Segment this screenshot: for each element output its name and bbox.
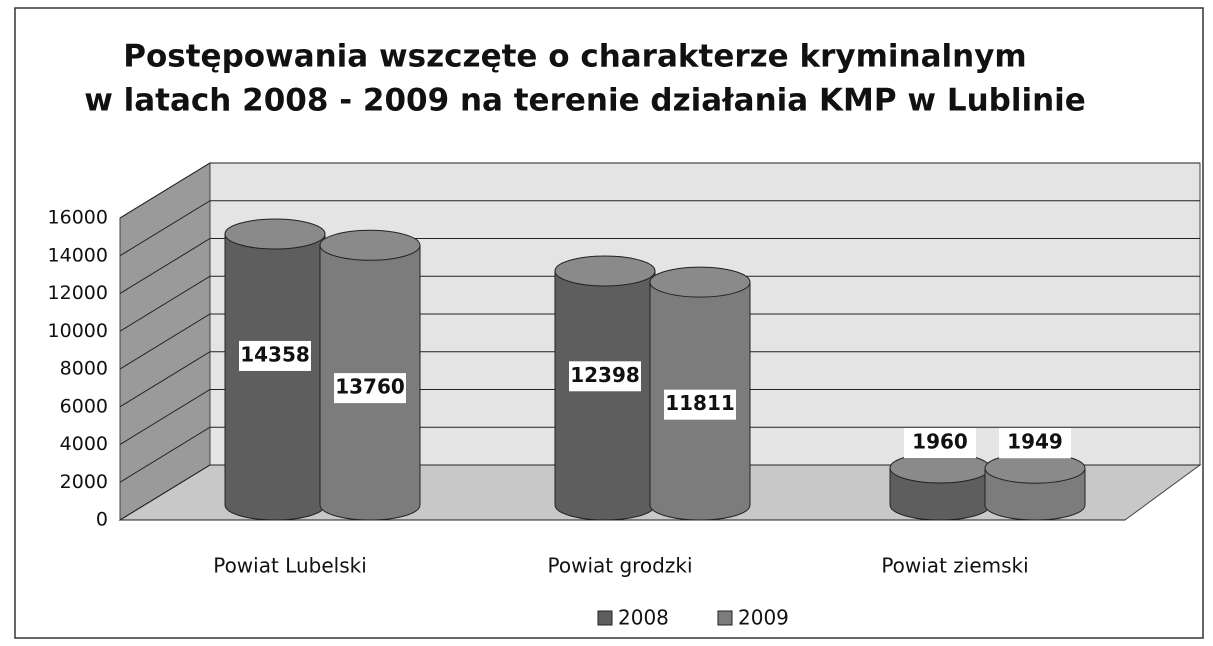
grid-line <box>119 389 1200 445</box>
y-tick-label: 14000 <box>48 244 108 266</box>
grid-line <box>119 162 1200 219</box>
data-label: 1960 <box>912 430 968 454</box>
data-label: 14358 <box>240 342 310 366</box>
y-tick-label: 8000 <box>60 358 108 380</box>
data-label: 1949 <box>1007 430 1063 454</box>
y-tick-label: 4000 <box>60 433 108 455</box>
data-label-box <box>904 428 976 459</box>
data-label-box <box>664 389 736 420</box>
x-tick-label: Powiat ziemski <box>881 554 1028 578</box>
y-tick-label: 0 <box>96 509 108 531</box>
chart-title: w latach 2008 - 2009 na terenie działani… <box>84 83 1086 119</box>
data-label: 12398 <box>570 363 640 387</box>
y-tick-label: 12000 <box>48 282 108 304</box>
cylinder-top <box>649 266 751 298</box>
grid-line <box>119 313 1200 370</box>
y-tick-label: 16000 <box>48 207 108 229</box>
grid-line <box>119 238 1200 294</box>
grid-line <box>119 275 1200 332</box>
grid-line <box>119 200 1200 257</box>
grid-line <box>119 464 1200 521</box>
y-tick-label: 10000 <box>48 320 108 342</box>
cylinder-top <box>554 255 656 287</box>
data-label-box <box>999 428 1071 459</box>
cylinder-top <box>319 229 421 261</box>
cylinder-top <box>224 218 326 250</box>
legend-label: 2009 <box>738 606 789 630</box>
x-tick-label: Powiat grodzki <box>548 554 693 578</box>
y-tick-label: 2000 <box>60 471 108 493</box>
cylinder <box>984 452 1086 521</box>
legend-swatch <box>597 610 613 626</box>
legend-swatch <box>717 610 733 626</box>
x-tick-label: Powiat Lubelski <box>213 554 367 578</box>
chart-title: Postępowania wszczęte o charakterze krym… <box>123 39 1026 75</box>
grid-line <box>119 426 1200 483</box>
legend-label: 2008 <box>618 606 669 630</box>
data-label-box <box>569 361 641 392</box>
data-label-box <box>334 373 406 404</box>
grid-line <box>119 351 1200 408</box>
data-label: 11811 <box>665 391 735 415</box>
y-tick-label: 6000 <box>60 395 108 417</box>
data-label: 13760 <box>335 375 405 399</box>
data-label-box <box>239 340 311 371</box>
cylinder <box>889 452 991 521</box>
